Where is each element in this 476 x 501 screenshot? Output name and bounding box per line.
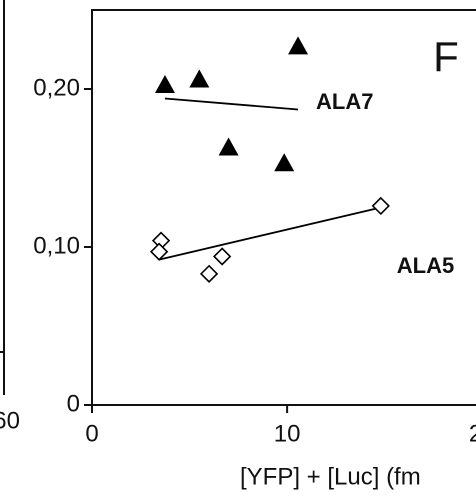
panel-label: F (433, 33, 459, 80)
y-tick-label: 0 (67, 390, 80, 417)
diamond-marker (213, 247, 232, 266)
diamond-marker (149, 242, 169, 261)
triangle-marker (288, 36, 309, 55)
triangle-marker (274, 153, 295, 172)
x-axis-label: [YFP] + [Luc] (fm (240, 463, 421, 490)
plot-frame (91, 9, 476, 406)
y-tick-label: 0,10 (33, 232, 80, 259)
triangle-marker (189, 69, 210, 88)
x-tick-label: 20 (469, 420, 476, 447)
x-tick-label: 0 (85, 420, 98, 447)
series-label: ALA5 (397, 253, 454, 278)
triangle-marker (218, 137, 239, 156)
triangle-marker (154, 75, 175, 94)
trend-line (164, 97, 299, 111)
diamond-marker (371, 196, 390, 216)
diamond-marker (199, 264, 219, 283)
neighbor-tick-label: 60 (0, 407, 20, 434)
y-tick-label: 0,20 (33, 74, 80, 101)
trend-line (158, 206, 381, 261)
x-tick-label: 10 (274, 420, 301, 447)
series-label: ALA7 (316, 89, 373, 114)
